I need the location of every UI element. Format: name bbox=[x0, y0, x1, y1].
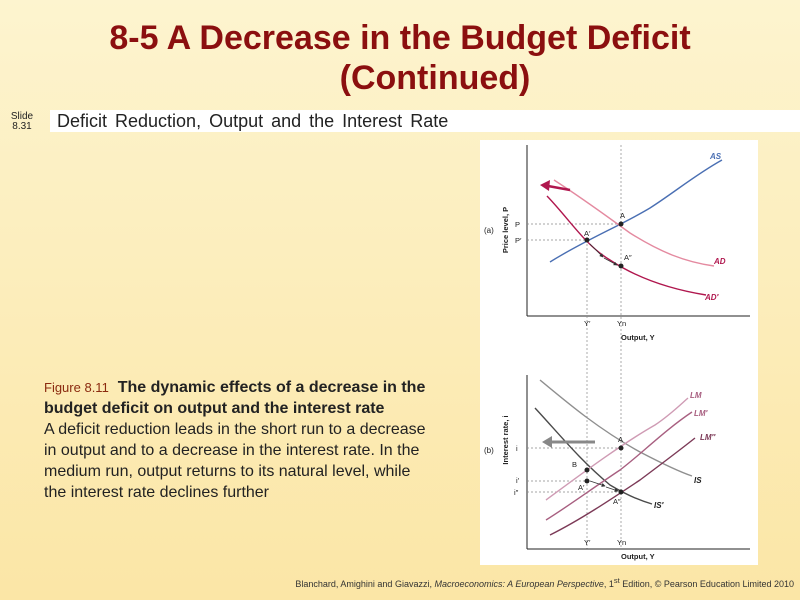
panel-b-xlabel: Output, Y bbox=[621, 552, 655, 561]
credits-line: Blanchard, Amighini and Giavazzi, Macroe… bbox=[0, 576, 794, 589]
lm-dprime-label: LM″ bbox=[700, 433, 717, 442]
lm-prime-curve bbox=[545, 411, 693, 521]
panel-b-label: (b) bbox=[484, 446, 494, 455]
adjust-arrow-3 bbox=[589, 480, 606, 487]
slide-subtitle: Deficit Reduction, Output and the Intere… bbox=[57, 111, 449, 131]
adjust-arrow-2 bbox=[603, 257, 618, 266]
point-a-marker bbox=[618, 221, 624, 227]
panel-b-ylabel: Interest rate, i bbox=[501, 415, 510, 464]
is-curve bbox=[539, 379, 693, 477]
credits-book: Macroeconomics: A European Perspective bbox=[434, 579, 604, 589]
figure-number: Figure 8.11 bbox=[44, 380, 109, 395]
is-shift-arrowhead bbox=[542, 436, 552, 448]
slide-number: Slide 8.31 bbox=[2, 112, 42, 132]
point-b-a-marker bbox=[618, 445, 624, 451]
slide-word: Slide bbox=[10, 111, 34, 122]
credits-authors: Blanchard, Amighini and Giavazzi, bbox=[295, 579, 432, 589]
point-b-adprime-marker bbox=[618, 489, 624, 495]
title-line-1: 8-5 A Decrease in the Budget Deficit bbox=[109, 19, 691, 57]
point-b-b-label: B bbox=[572, 460, 577, 469]
tick-i: i bbox=[516, 444, 518, 453]
tick-p: P bbox=[515, 220, 520, 229]
panel-a-xlabel: Output, Y bbox=[621, 333, 655, 342]
figure-8-11: (a) Price level, P A A′ bbox=[480, 140, 758, 565]
point-adprime-label: A″ bbox=[624, 253, 632, 262]
credits-rest: Edition, © Pearson Education Limited 201… bbox=[619, 579, 794, 589]
caption-heading: The dynamic effects of a decrease in the… bbox=[44, 379, 426, 417]
figure-svg: (a) Price level, P A A′ bbox=[484, 145, 750, 561]
adjust-arrow-4 bbox=[605, 486, 619, 492]
lm-dprime-curve bbox=[549, 437, 696, 536]
point-b-adprime-label: A″ bbox=[613, 497, 621, 506]
lm-prime-label: LM′ bbox=[694, 409, 709, 418]
ad-shift-arrow bbox=[547, 184, 571, 192]
is-prime-curve bbox=[534, 407, 653, 505]
tick-b-yprime: Y′ bbox=[584, 538, 591, 547]
credits-edition-num: , 1 bbox=[603, 579, 614, 589]
as-curve bbox=[549, 159, 723, 263]
ad-prime-curve bbox=[546, 195, 707, 296]
is-label: IS bbox=[694, 476, 702, 485]
tick-idprime: i″ bbox=[514, 488, 519, 497]
ad-curve bbox=[553, 179, 715, 267]
panel-a: (a) Price level, P A A′ bbox=[484, 145, 750, 549]
tick-yn: Yn bbox=[617, 319, 626, 328]
tick-yprime: Y′ bbox=[584, 319, 591, 328]
is-prime-label: IS′ bbox=[654, 501, 665, 510]
ad-label: AD bbox=[713, 257, 726, 266]
lm-label: LM bbox=[690, 391, 702, 400]
point-aprime-label: A′ bbox=[584, 229, 591, 238]
credits-edition-sup: st bbox=[613, 576, 620, 585]
subtitle-bar bbox=[50, 110, 800, 132]
slide-num: 8.31 bbox=[12, 121, 32, 132]
panel-a-ylabel: Price level, P bbox=[501, 207, 510, 253]
caption-body: A deficit reduction leads in the short r… bbox=[44, 421, 426, 501]
point-aprime-marker bbox=[584, 237, 590, 243]
adjust-arrow-1 bbox=[589, 243, 604, 258]
ad-prime-label: AD′ bbox=[704, 293, 720, 302]
slide-title: 8-5 A Decrease in the Budget Deficit (Co… bbox=[0, 18, 800, 98]
ad-shift-arrowhead bbox=[540, 180, 550, 191]
point-b-aprime-label: A′ bbox=[578, 483, 585, 492]
tick-iprime: i′ bbox=[516, 476, 520, 485]
point-adprime-marker bbox=[618, 263, 624, 269]
panel-b: (b) Interest rate, i A bbox=[484, 375, 750, 561]
figure-caption: Figure 8.11 The dynamic effects of a dec… bbox=[44, 377, 436, 503]
lm-curve bbox=[545, 397, 689, 501]
point-a-label: A bbox=[620, 211, 625, 220]
panel-a-label: (a) bbox=[484, 226, 494, 235]
title-line-2: (Continued) bbox=[339, 59, 531, 97]
tick-b-yn: Yn bbox=[617, 538, 626, 547]
as-label: AS bbox=[709, 152, 722, 161]
point-b-aprime-marker bbox=[584, 478, 590, 484]
tick-pprime: P′ bbox=[515, 236, 522, 245]
point-b-b-marker bbox=[584, 467, 590, 473]
point-b-a-label: A bbox=[618, 435, 623, 444]
